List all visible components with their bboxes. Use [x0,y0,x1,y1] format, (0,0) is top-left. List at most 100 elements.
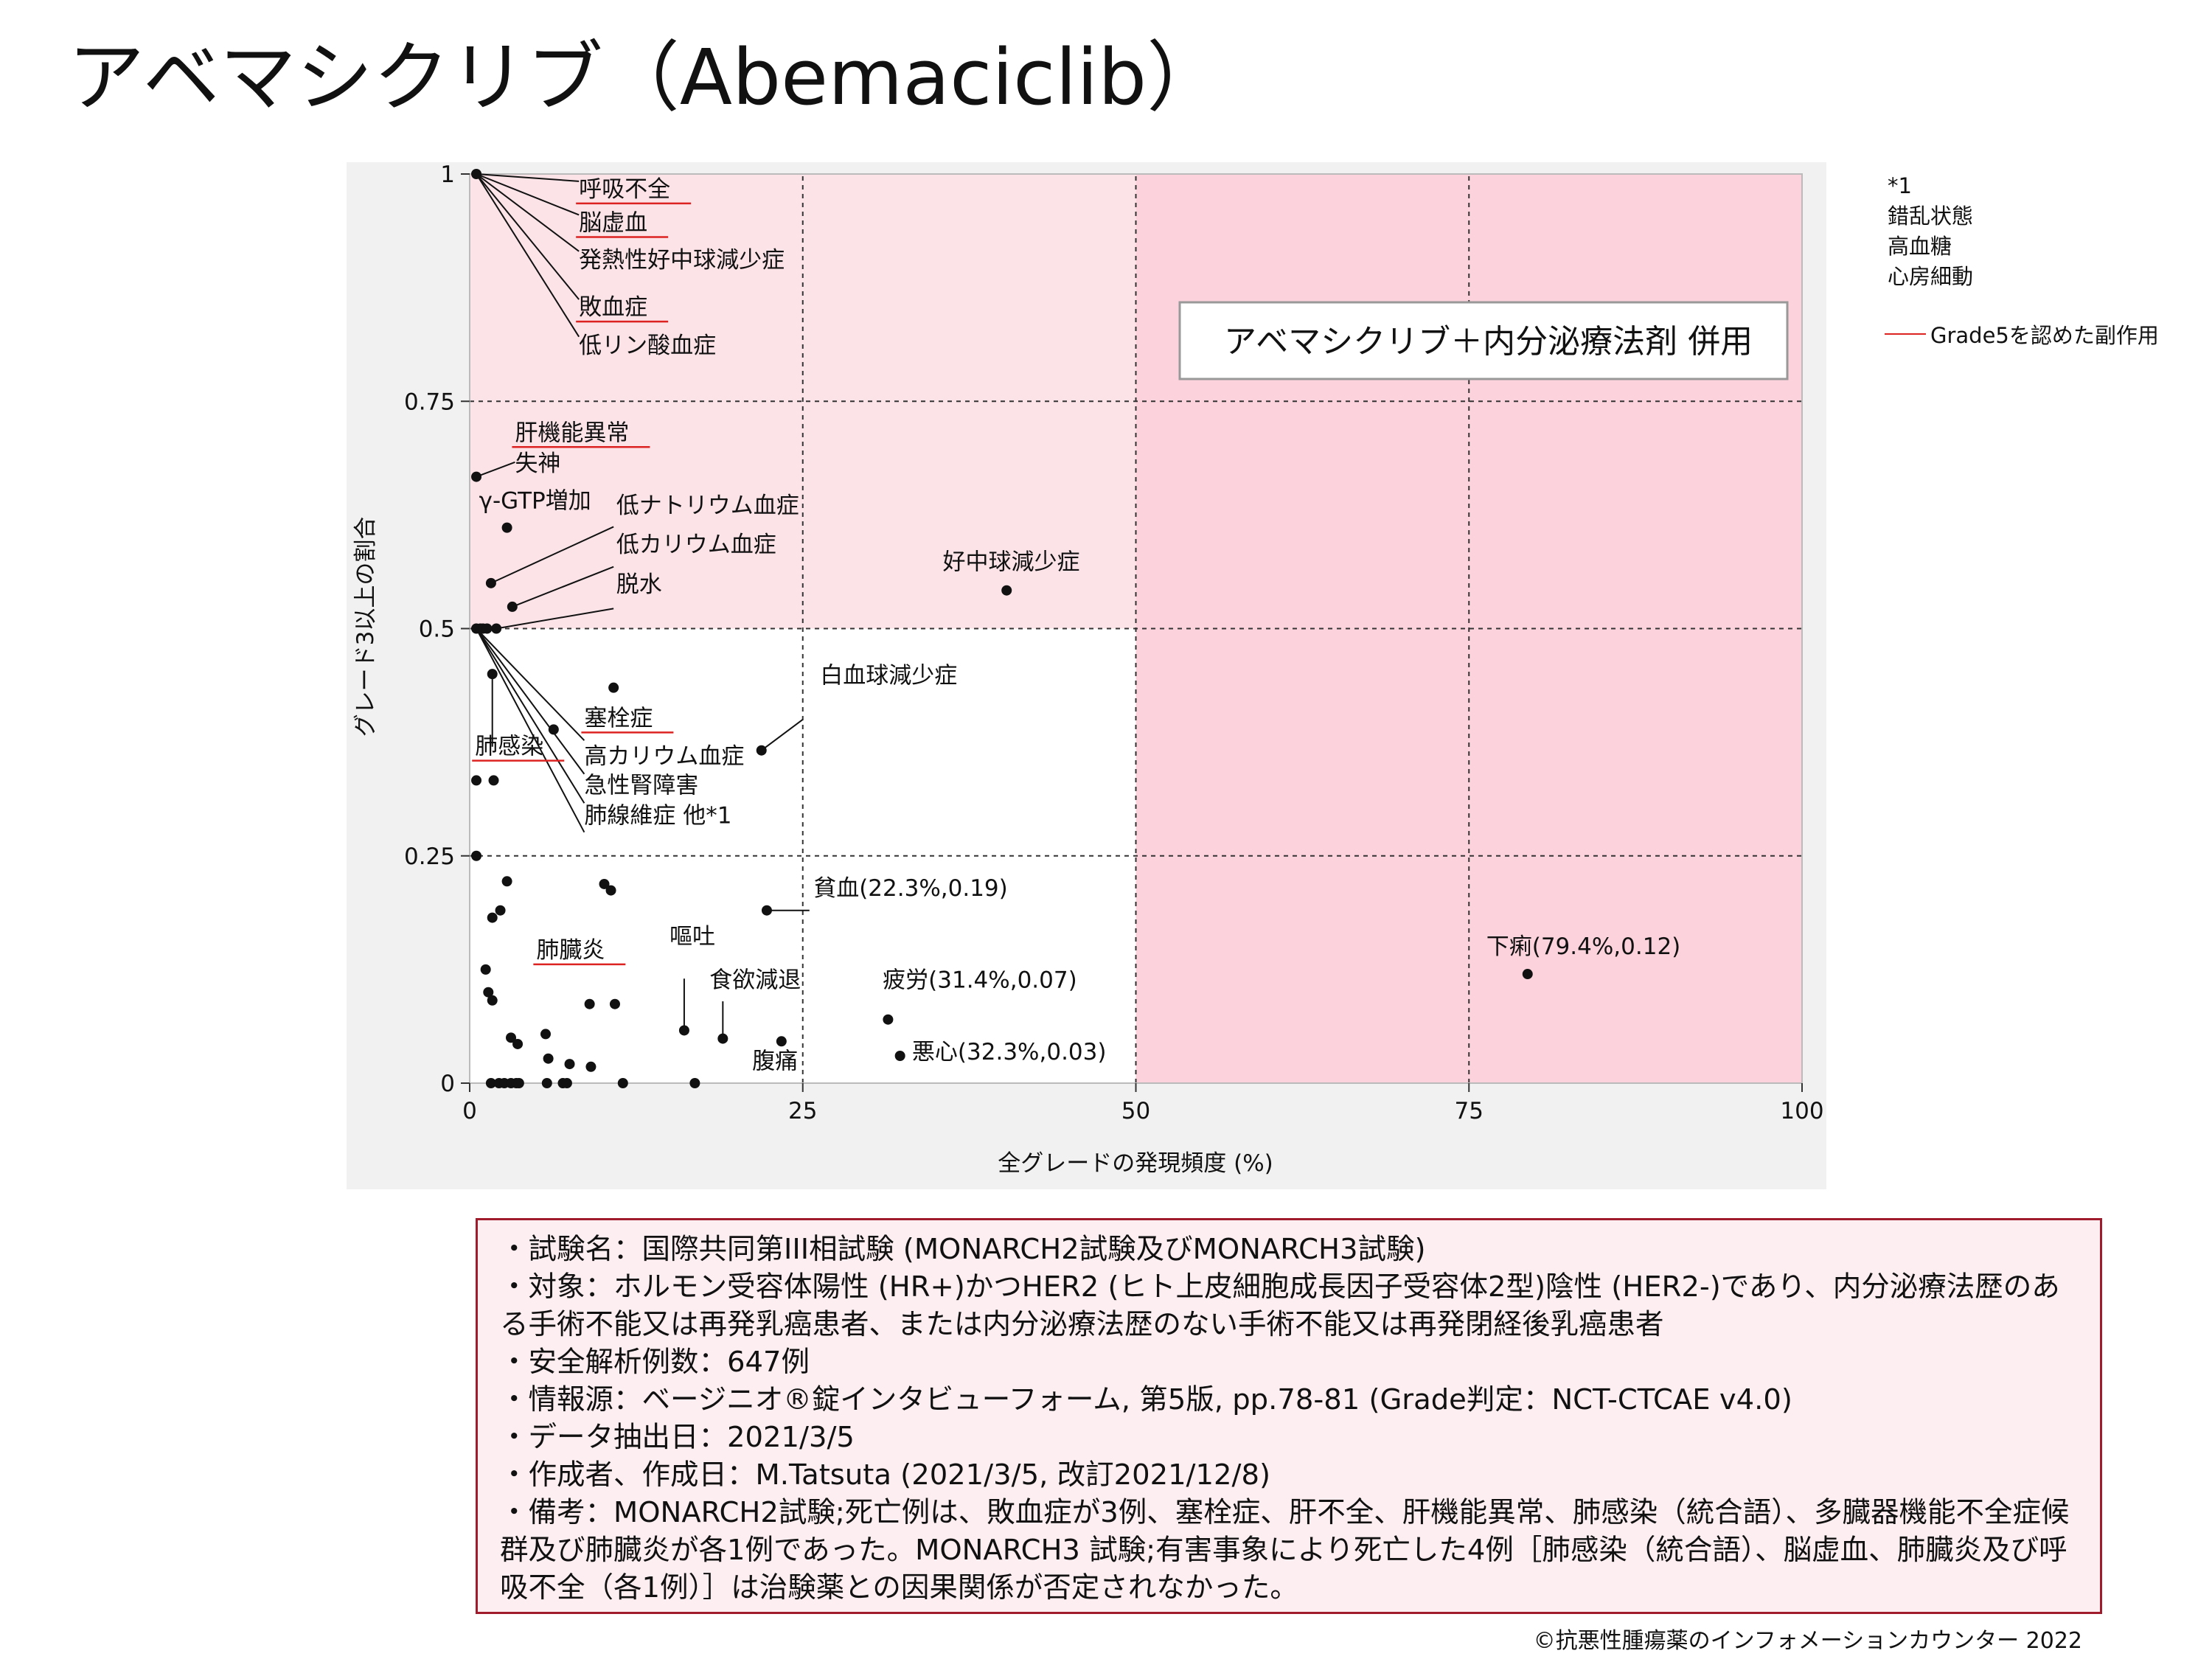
data-point [506,1032,517,1043]
leader-lines [476,173,810,1039]
inset-label: アベマシクリブ＋内分泌療法剤 併用 [1224,323,1753,361]
data-label: 疲労(31.4%,0.07) [883,967,1077,994]
data-point [543,1053,554,1064]
data-label: 腹痛 [752,1048,798,1074]
data-point [485,1078,496,1088]
info-line: ・試験名：国際共同第III相試験 (MONARCH2試験及びMONARCH3試験… [500,1233,1426,1266]
leader-line [476,173,580,182]
data-label: 悪心(32.3%,0.03) [912,1039,1107,1065]
data-point [1522,969,1533,980]
data-point [481,623,493,634]
data-point [564,1059,575,1070]
leader-line [495,608,614,630]
leader-line [476,628,585,833]
data-point [1001,585,1012,596]
data-label: 脳虚血 [579,209,647,236]
data-point [561,1078,572,1088]
data-point [609,998,620,1009]
data-label: 脱水 [616,571,662,598]
leader-line [476,173,580,252]
legend-swatch [1885,333,1926,335]
x-tick-label: 0 [462,1098,477,1124]
footnote-list: *1 錯乱状態 高血糖 心房細動 [1888,171,1973,292]
data-label: 失神 [515,451,560,477]
footnote-line: 錯乱状態 [1888,204,1974,229]
footnote-line: 心房細動 [1888,264,1974,289]
footnote-line: 高血糖 [1888,234,1952,259]
data-point [495,905,506,916]
data-point [488,775,499,786]
data-point [507,601,518,612]
data-point [513,1078,524,1088]
data-label: 発熱性好中球減少症 [579,247,785,274]
data-point [689,1078,700,1088]
x-tick-label: 75 [1455,1098,1484,1124]
data-label: 肝機能異常 [515,420,629,446]
info-line: ・作成者、作成日：M.Tatsuta (2021/3/5, 改訂2021/12/… [500,1458,1271,1492]
data-point [480,964,491,975]
x-tick-label: 100 [1780,1098,1823,1124]
inset-label-box: アベマシクリブ＋内分泌療法剤 併用 [1178,301,1789,380]
y-tick-label: 1 [440,161,455,188]
data-label: 好中球減少症 [942,549,1079,575]
data-point [540,1029,551,1040]
grid-lines [470,174,1802,1083]
y-axis-label: グレード3以上の割合 [352,517,379,737]
footnote-line: *1 [1888,173,1912,198]
leader-line [476,627,585,804]
data-point [471,850,482,861]
data-label: 嘔吐 [669,923,715,950]
leader-line [476,627,585,741]
y-tick-label: 0.5 [419,616,455,643]
info-line: ・情報源：ベージニオ®錠インタビューフォーム, 第5版, pp.78-81 (G… [500,1383,1792,1416]
data-point [605,885,616,896]
data-point [717,1033,728,1044]
data-point [883,1014,894,1025]
data-label: 塞栓症 [584,705,653,731]
data-point [487,912,498,923]
legend: Grade5を認めた副作用 [1885,319,2159,349]
data-point [491,623,502,634]
leader-line [476,173,580,300]
data-point [471,775,482,786]
data-point [548,724,559,735]
data-labels: 呼吸不全脳虚血発熱性好中球減少症敗血症低リン酸血症肝機能異常失神 γ-GTP増加低… [472,176,1680,1074]
data-label: 急性腎障害 [584,773,698,799]
data-label: γ-GTP増加 [479,488,591,515]
data-label: 低ナトリウム血症 [616,493,799,519]
data-point [501,522,512,533]
data-label: 呼吸不全 [579,176,670,203]
data-point [487,995,498,1006]
data-point [599,878,610,889]
data-label: 低カリウム血症 [616,532,776,558]
y-tick-label: 0 [440,1071,455,1097]
data-points [471,169,1533,1088]
leader-line [761,718,804,751]
data-label: 白血球減少症 [820,662,957,689]
x-tick-label: 25 [788,1098,817,1124]
info-box: ・試験名：国際共同第III相試験 (MONARCH2試験及びMONARCH3試験… [476,1218,2102,1614]
y-tick-label: 0.25 [404,844,455,870]
data-label: 食欲減退 [709,967,801,994]
data-point [483,987,494,998]
data-point [776,1036,787,1047]
data-point [471,471,482,482]
data-label: 低リン酸血症 [579,333,716,359]
leader-line [476,173,580,338]
leader-line [476,461,515,478]
leader-line [490,526,614,584]
data-point [541,1078,552,1088]
legend-label: Grade5を認めた副作用 [1930,323,2159,348]
data-label: 貧血(22.3%,0.19) [813,875,1008,902]
data-label: 肺線維症 他*1 [584,802,731,829]
data-point [678,1025,689,1036]
data-point [485,577,496,588]
copyright: ©抗悪性腫瘍薬のインフォメーションカウンター 2022 [1533,1628,2082,1654]
data-point [756,745,767,756]
axes: 0 25 50 75 100 0 0.25 0.5 0.75 1 [404,161,1824,1124]
data-point [487,669,498,680]
data-point [608,682,619,693]
leader-line [476,173,580,216]
x-tick-label: 50 [1121,1098,1150,1124]
